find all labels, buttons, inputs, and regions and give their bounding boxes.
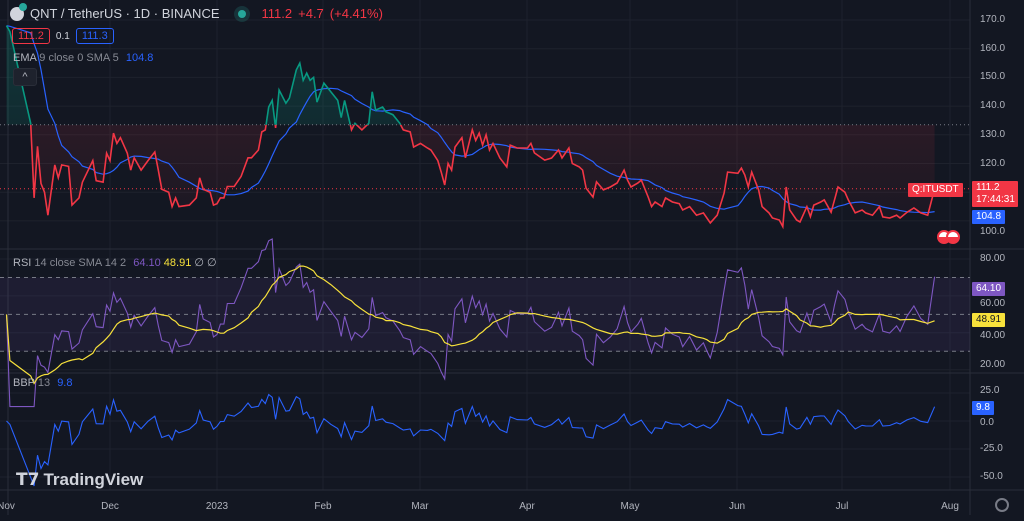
bbp-axis-label: 0.0	[980, 417, 994, 428]
price-axis-label: 160.0	[980, 43, 1006, 54]
rsi-sma-tag: 48.91	[972, 313, 1006, 327]
rsi-axis-label: 80.00	[980, 253, 1006, 264]
bbp-value: 9.8	[57, 377, 73, 389]
rsi-axis-label: 20.00	[980, 359, 1006, 370]
price-axis-label: 100.0	[980, 226, 1006, 237]
bbp-axis-label: 25.0	[980, 385, 1000, 396]
collapse-legend-button[interactable]: ^	[13, 68, 37, 86]
baseline-fill-above	[6, 25, 401, 125]
ema-tag: 104.8	[972, 210, 1006, 224]
time-axis-label: Feb	[314, 501, 332, 512]
price-tag-value: 111.2	[976, 182, 1000, 193]
time-axis-label: May	[620, 501, 640, 512]
symbol-price-label: Q:ITUSDT	[908, 183, 963, 197]
price-change: +4.7	[298, 6, 324, 21]
us-economic-event-icon[interactable]	[946, 230, 960, 244]
price-axis-label: 150.0	[980, 71, 1006, 82]
time-axis-label: Jun	[728, 501, 746, 512]
rsi-tag: 64.10	[972, 282, 1006, 296]
time-axis-label: 2023	[205, 501, 229, 512]
rsi-value: 64.10	[133, 257, 161, 269]
ema-params: 9 close 0 SMA 5	[39, 52, 119, 64]
price-change-pct: (+4.41%)	[329, 6, 383, 21]
ema-value: 104.8	[125, 52, 154, 64]
ema-name: EMA	[13, 52, 37, 64]
last-price: 111.2	[261, 6, 293, 21]
market-open-icon	[237, 9, 246, 18]
tradingview-logo-icon: 𝗧𝟳	[16, 470, 40, 489]
rsi-axis-label: 60.00	[980, 298, 1006, 309]
bid-ask: 111.2 0.1 111.3	[12, 28, 114, 44]
ema-legend[interactable]: EMA 9 close 0 SMA 5 104.8	[13, 52, 153, 64]
symbol-header: QNT / TetherUS · 1D · BINANCE 111.2 +4.7…	[10, 2, 383, 21]
bbp-line	[6, 393, 936, 487]
bbp-axis-label: -50.0	[980, 471, 1003, 482]
spread: 0.1	[55, 30, 70, 42]
symbol-title[interactable]: QNT / TetherUS · 1D · BINANCE	[30, 6, 220, 21]
rsi-sma-value: 48.91	[163, 257, 192, 269]
tradingview-logo-text: TradingView	[43, 470, 144, 489]
rsi-extra: ∅ ∅	[194, 257, 217, 269]
time-axis-label: Mar	[411, 501, 429, 512]
rsi-legend[interactable]: RSI 14 close SMA 14 2 64.10 48.91 ∅ ∅	[13, 256, 217, 269]
bbp-legend[interactable]: BBP 13 9.8	[13, 377, 72, 389]
time-axis-label: Dec	[101, 501, 119, 512]
rsi-sma-line	[5, 265, 935, 385]
price-tag: 111.2 17:44:31	[972, 181, 1018, 207]
bbp-params: 13	[37, 377, 51, 389]
rsi-axis-label: 40.00	[980, 330, 1006, 341]
buy-button[interactable]: 111.3	[75, 28, 114, 44]
qnt-logo-icon	[10, 2, 27, 21]
settings-gear-icon[interactable]	[995, 498, 1009, 512]
price-axis-label: 130.0	[980, 129, 1006, 140]
price-line-below-baseline	[29, 124, 936, 230]
bbp-axis-label: -25.0	[980, 443, 1003, 454]
time-axis-label: Aug	[941, 501, 959, 512]
price-axis-label: 170.0	[980, 14, 1006, 25]
tradingview-logo[interactable]: 𝗧𝟳 TradingView	[16, 470, 143, 490]
rsi-params: 14 close SMA 14 2	[34, 257, 127, 269]
sell-button[interactable]: 111.2	[12, 28, 50, 44]
price-axis-label: 120.0	[980, 158, 1006, 169]
time-axis-label: Nov	[0, 501, 15, 512]
rsi-name: RSI	[13, 257, 32, 269]
time-axis-label: Jul	[835, 501, 849, 512]
bar-countdown: 17:44:31	[976, 194, 1015, 205]
rsi-line	[5, 238, 936, 408]
bbp-tag: 9.8	[972, 401, 994, 415]
bbp-name: BBP	[13, 377, 35, 389]
time-axis-label: Apr	[519, 501, 535, 512]
price-axis-label: 140.0	[980, 100, 1006, 111]
